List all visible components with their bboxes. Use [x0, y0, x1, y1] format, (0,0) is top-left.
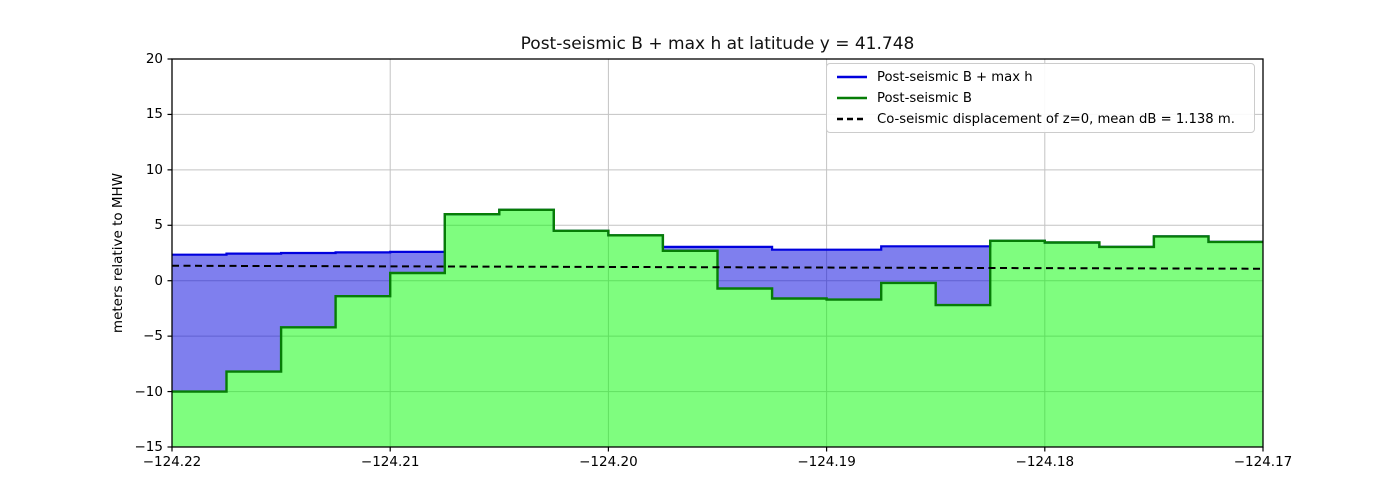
x-tick-label: −124.17 — [1233, 454, 1293, 470]
legend-label: Co-seismic displacement of z=0, mean dB … — [877, 111, 1235, 127]
y-tick-label: −10 — [134, 383, 164, 400]
chart-title: Post-seismic B + max h at latitude y = 4… — [520, 34, 915, 54]
legend-entry: Post-seismic B + max h — [837, 67, 1244, 88]
x-tick-label: −124.21 — [360, 454, 420, 470]
legend-label: Post-seismic B — [877, 90, 972, 106]
y-tick-label: 15 — [145, 106, 163, 123]
x-tick-label: −124.20 — [579, 454, 638, 470]
legend-line-sample — [837, 117, 867, 121]
y-tick-label: 5 — [154, 217, 163, 234]
line-post-seismic-B — [172, 208, 1263, 393]
legend-line-sample — [837, 75, 867, 79]
legend-label: Post-seismic B + max h — [877, 69, 1033, 85]
x-tick-label: −124.22 — [142, 454, 202, 470]
y-tick-label: 10 — [145, 161, 163, 178]
legend-entry: Co-seismic displacement of z=0, mean dB … — [837, 109, 1244, 130]
y-tick-label: 20 — [145, 51, 163, 67]
line-co-seismic-displacement — [171, 264, 1264, 270]
y-axis-label: meters relative to MHW — [110, 172, 126, 334]
x-tick-label: −124.18 — [1015, 454, 1075, 470]
legend-line-sample — [837, 96, 867, 100]
y-tick-label: −15 — [134, 439, 164, 455]
axes-spines — [171, 58, 1264, 448]
x-tick-label: −124.19 — [797, 454, 856, 470]
y-tick-label: 0 — [154, 272, 163, 289]
y-tick-label: −5 — [143, 328, 163, 345]
legend-entry: Post-seismic B — [837, 88, 1244, 109]
legend: Post-seismic B + max h Post-seismic B Co-s… — [826, 63, 1255, 133]
